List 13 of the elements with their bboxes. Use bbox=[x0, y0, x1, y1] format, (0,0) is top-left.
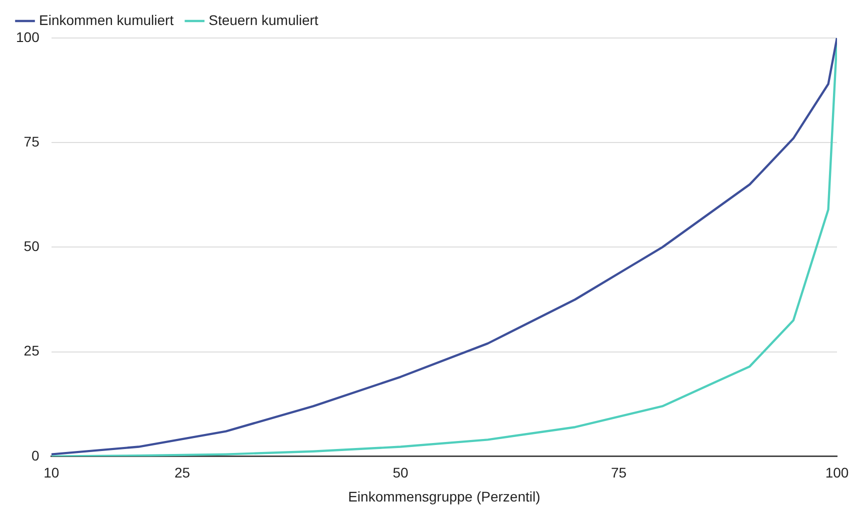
y-tick-label: 0 bbox=[32, 447, 40, 464]
x-tick-label: 75 bbox=[610, 464, 627, 481]
y-tick-label: 25 bbox=[24, 342, 40, 359]
x-tick-label: 50 bbox=[392, 464, 409, 481]
x-tick-label: 25 bbox=[174, 464, 190, 481]
legend-label: Steuern kumuliert bbox=[208, 12, 318, 28]
x-tick-label: 10 bbox=[44, 464, 60, 481]
y-tick-label: 75 bbox=[24, 133, 40, 150]
y-tick-label: 100 bbox=[16, 28, 40, 45]
legend-label: Einkommen kumuliert bbox=[39, 12, 174, 28]
y-tick-label: 50 bbox=[24, 238, 40, 254]
x-axis-title: Einkommensgruppe (Perzentil) bbox=[348, 488, 540, 504]
x-tick-label: 100 bbox=[825, 464, 849, 481]
